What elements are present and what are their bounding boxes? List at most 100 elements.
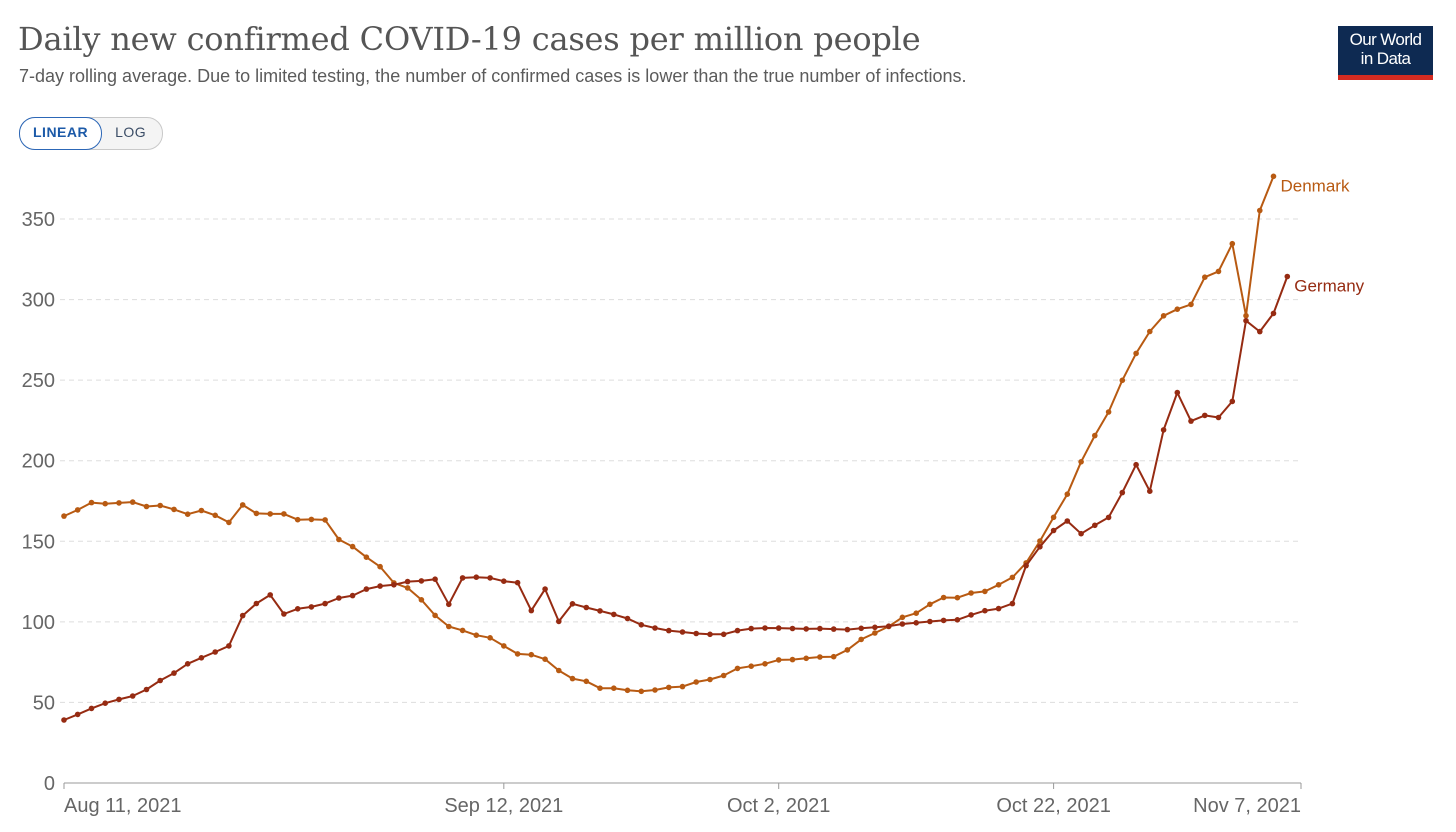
data-point[interactable] — [597, 685, 603, 691]
data-point[interactable] — [1215, 414, 1222, 421]
data-point[interactable] — [982, 588, 988, 595]
data-point[interactable] — [253, 600, 260, 607]
data-point[interactable] — [1188, 418, 1194, 424]
data-point[interactable] — [597, 608, 603, 614]
data-point[interactable] — [157, 502, 163, 509]
data-point[interactable] — [418, 597, 425, 603]
data-point[interactable] — [1009, 574, 1016, 581]
data-point[interactable] — [844, 647, 851, 653]
data-point[interactable] — [748, 625, 754, 632]
data-point[interactable] — [226, 643, 232, 649]
data-point[interactable] — [1188, 301, 1194, 308]
data-point[interactable] — [1119, 377, 1126, 384]
data-point[interactable] — [1229, 398, 1236, 405]
data-point[interactable] — [693, 679, 699, 685]
data-point[interactable] — [473, 632, 480, 638]
data-point[interactable] — [1050, 514, 1057, 521]
data-point[interactable] — [1078, 459, 1084, 465]
data-point[interactable] — [968, 590, 974, 596]
data-point[interactable] — [116, 696, 122, 703]
data-point[interactable] — [1174, 306, 1181, 313]
data-point[interactable] — [1078, 530, 1084, 537]
owid-logo[interactable]: Our World in Data — [1338, 26, 1433, 80]
data-point[interactable] — [1174, 389, 1181, 396]
data-point[interactable] — [762, 625, 768, 631]
data-point[interactable] — [61, 513, 67, 519]
data-point[interactable] — [1270, 310, 1277, 317]
data-point[interactable] — [556, 618, 562, 625]
data-point[interactable] — [239, 502, 246, 508]
data-point[interactable] — [336, 536, 342, 543]
data-point[interactable] — [982, 607, 988, 614]
data-point[interactable] — [995, 605, 1002, 612]
data-point[interactable] — [308, 604, 315, 610]
data-point[interactable] — [748, 663, 754, 669]
data-point[interactable] — [1202, 412, 1208, 419]
data-point[interactable] — [899, 614, 906, 621]
data-point[interactable] — [473, 574, 480, 580]
data-point[interactable] — [1160, 313, 1167, 319]
data-point[interactable] — [1119, 489, 1126, 496]
data-point[interactable] — [927, 618, 933, 625]
data-point[interactable] — [404, 585, 411, 591]
data-point[interactable] — [954, 617, 961, 623]
data-point[interactable] — [1284, 273, 1291, 280]
data-point[interactable] — [322, 517, 328, 523]
data-point[interactable] — [762, 661, 768, 667]
data-point[interactable] — [1133, 461, 1139, 468]
data-point[interactable] — [418, 578, 425, 584]
data-point[interactable] — [129, 499, 136, 505]
data-point[interactable] — [1037, 544, 1043, 550]
data-point[interactable] — [253, 510, 260, 517]
data-point[interactable] — [707, 631, 713, 638]
data-point[interactable] — [143, 686, 150, 693]
data-point[interactable] — [789, 656, 796, 663]
data-point[interactable] — [1023, 562, 1029, 569]
data-point[interactable] — [1243, 312, 1249, 319]
data-point[interactable] — [171, 670, 177, 676]
data-point[interactable] — [817, 625, 823, 632]
data-point[interactable] — [212, 512, 218, 519]
data-point[interactable] — [858, 636, 864, 643]
data-point[interactable] — [377, 563, 383, 570]
data-point[interactable] — [666, 627, 672, 634]
data-point[interactable] — [775, 657, 782, 663]
data-point[interactable] — [1064, 518, 1071, 524]
series-line-germany[interactable] — [63, 276, 1289, 721]
data-point[interactable] — [391, 582, 397, 588]
data-point[interactable] — [1257, 328, 1263, 335]
data-point[interactable] — [528, 651, 535, 658]
series-label-denmark[interactable]: Denmark — [1281, 176, 1350, 195]
data-point[interactable] — [803, 655, 809, 662]
data-point[interactable] — [1037, 538, 1043, 544]
data-point[interactable] — [1229, 240, 1236, 247]
data-point[interactable] — [611, 611, 617, 618]
data-point[interactable] — [707, 676, 713, 683]
data-point[interactable] — [294, 606, 301, 612]
data-point[interactable] — [116, 500, 122, 506]
data-point[interactable] — [198, 507, 205, 514]
data-point[interactable] — [501, 578, 507, 584]
data-point[interactable] — [569, 675, 576, 682]
data-point[interactable] — [184, 511, 191, 517]
data-point[interactable] — [349, 592, 356, 599]
data-point[interactable] — [679, 629, 686, 635]
data-point[interactable] — [363, 586, 370, 592]
data-point[interactable] — [734, 627, 741, 634]
data-point[interactable] — [74, 711, 81, 718]
data-point[interactable] — [830, 653, 837, 660]
data-point[interactable] — [666, 684, 672, 691]
data-point[interactable] — [940, 594, 947, 601]
data-point[interactable] — [88, 499, 95, 506]
data-point[interactable] — [1092, 522, 1098, 529]
data-point[interactable] — [652, 625, 658, 631]
data-point[interactable] — [652, 687, 658, 693]
data-point[interactable] — [872, 624, 878, 631]
data-point[interactable] — [267, 511, 274, 517]
data-point[interactable] — [281, 511, 287, 517]
data-point[interactable] — [638, 688, 645, 695]
data-point[interactable] — [556, 667, 562, 674]
data-point[interactable] — [514, 579, 521, 586]
data-point[interactable] — [404, 578, 411, 585]
data-point[interactable] — [308, 516, 315, 523]
